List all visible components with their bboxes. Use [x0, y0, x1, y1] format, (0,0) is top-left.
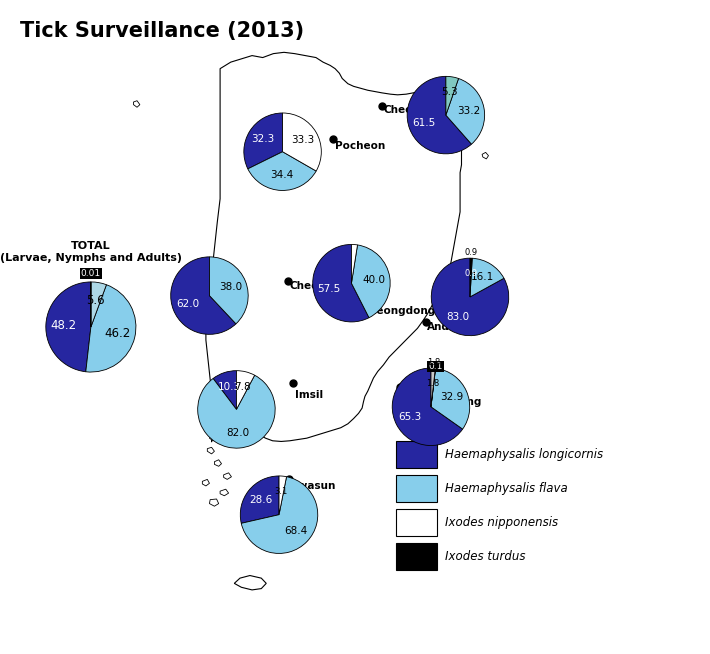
Wedge shape	[283, 113, 322, 171]
Text: 32.3: 32.3	[251, 135, 275, 145]
Text: Hwasun: Hwasun	[289, 481, 335, 491]
Text: 61.5: 61.5	[413, 118, 436, 128]
Polygon shape	[207, 447, 214, 454]
Text: 7.8: 7.8	[234, 382, 251, 392]
Text: TOTAL
(Larvae, Nymphs and Adults): TOTAL (Larvae, Nymphs and Adults)	[0, 241, 182, 263]
Bar	[396, 441, 437, 468]
Text: 46.2: 46.2	[104, 327, 131, 339]
Text: 3.1: 3.1	[275, 487, 288, 496]
Text: 34.4: 34.4	[271, 170, 293, 180]
Text: 0.1: 0.1	[429, 362, 443, 371]
Wedge shape	[248, 152, 316, 190]
Wedge shape	[351, 245, 358, 283]
Text: Haemaphysalis flava: Haemaphysalis flava	[445, 482, 568, 495]
Text: 5.6: 5.6	[87, 294, 105, 307]
Text: 0.9: 0.9	[464, 269, 477, 278]
Polygon shape	[209, 499, 219, 506]
Polygon shape	[133, 101, 140, 107]
Text: Imsil: Imsil	[295, 390, 323, 400]
Text: 48.2: 48.2	[51, 319, 77, 332]
Text: 68.4: 68.4	[284, 526, 307, 536]
Text: Pocheon: Pocheon	[335, 141, 386, 150]
Polygon shape	[206, 52, 462, 442]
Wedge shape	[407, 77, 471, 154]
Text: 62.0: 62.0	[176, 299, 200, 309]
Text: 33.3: 33.3	[291, 135, 315, 145]
Text: Yeongdong: Yeongdong	[371, 306, 436, 316]
Wedge shape	[279, 476, 287, 515]
Wedge shape	[446, 78, 485, 144]
Text: Haemaphysalis longicornis: Haemaphysalis longicornis	[445, 448, 604, 461]
Wedge shape	[240, 476, 279, 523]
Text: Cheorwon: Cheorwon	[383, 105, 442, 114]
Wedge shape	[46, 282, 91, 371]
Polygon shape	[214, 460, 222, 466]
Polygon shape	[234, 576, 266, 590]
Wedge shape	[431, 368, 470, 429]
Text: 40.0: 40.0	[363, 275, 386, 284]
Wedge shape	[236, 371, 255, 409]
Text: 32.9: 32.9	[441, 392, 464, 402]
Wedge shape	[197, 375, 275, 448]
Text: 83.0: 83.0	[447, 312, 470, 322]
Wedge shape	[170, 257, 236, 334]
Wedge shape	[470, 258, 472, 297]
Wedge shape	[392, 368, 463, 445]
Wedge shape	[431, 368, 435, 407]
Text: 1.8: 1.8	[427, 358, 440, 367]
Text: 0.9: 0.9	[465, 248, 478, 257]
Wedge shape	[446, 77, 459, 115]
Text: 33.2: 33.2	[457, 105, 480, 116]
Text: 16.1: 16.1	[471, 272, 494, 283]
Text: Ixodes nipponensis: Ixodes nipponensis	[445, 516, 558, 529]
Text: Tick Surveillance (2013): Tick Surveillance (2013)	[20, 21, 304, 41]
Bar	[396, 543, 437, 570]
Wedge shape	[86, 284, 136, 372]
Text: Ixodes turdus: Ixodes turdus	[445, 550, 525, 563]
Wedge shape	[431, 368, 435, 407]
Wedge shape	[241, 477, 318, 553]
Wedge shape	[351, 245, 390, 318]
Text: 28.6: 28.6	[249, 495, 273, 505]
Text: Cheonan: Cheonan	[290, 281, 341, 290]
Text: 10.3: 10.3	[217, 383, 241, 392]
Polygon shape	[224, 473, 231, 479]
Polygon shape	[202, 479, 209, 486]
Polygon shape	[220, 489, 229, 496]
Text: 38.0: 38.0	[219, 282, 243, 292]
Wedge shape	[312, 245, 369, 322]
Wedge shape	[209, 257, 248, 324]
Polygon shape	[209, 436, 217, 441]
Polygon shape	[482, 152, 488, 159]
Text: Changnyeong: Changnyeong	[402, 397, 482, 407]
Wedge shape	[213, 371, 236, 409]
Wedge shape	[244, 113, 283, 169]
Text: 82.0: 82.0	[226, 428, 250, 438]
Text: Andong: Andong	[427, 322, 472, 332]
Bar	[396, 509, 437, 536]
Wedge shape	[91, 282, 106, 327]
Text: 65.3: 65.3	[399, 413, 422, 422]
Text: 5.3: 5.3	[442, 87, 458, 97]
Text: 0.01: 0.01	[81, 269, 101, 279]
Wedge shape	[431, 258, 509, 336]
Bar	[396, 475, 437, 502]
Text: 57.5: 57.5	[317, 284, 341, 294]
Text: 1.8: 1.8	[426, 379, 439, 388]
Wedge shape	[470, 258, 504, 297]
